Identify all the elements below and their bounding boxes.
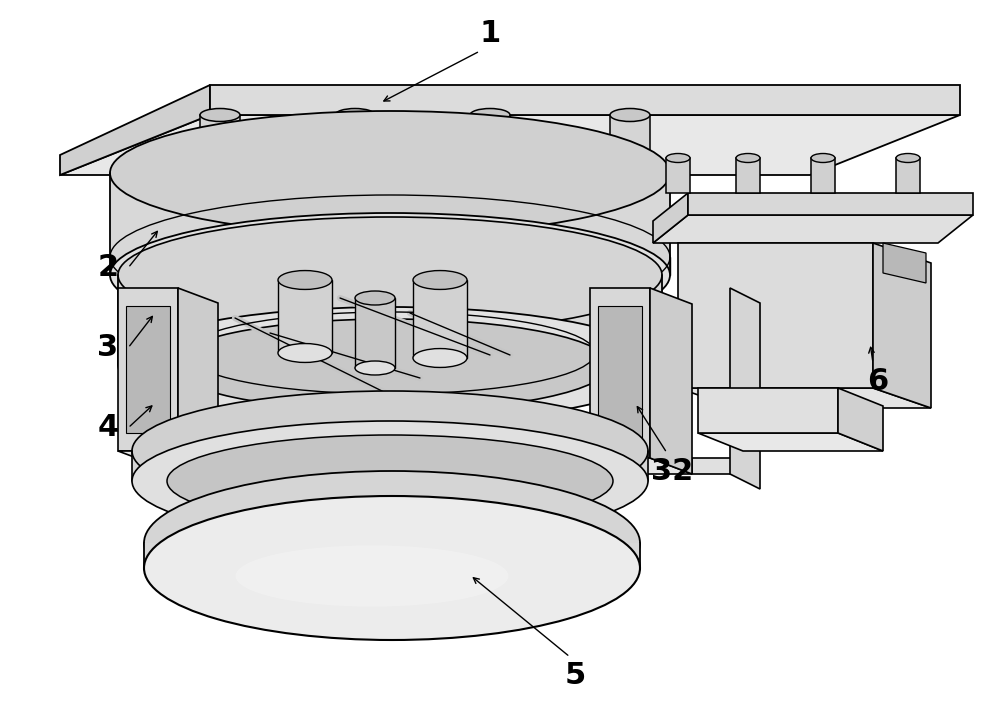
Ellipse shape [896,153,920,163]
Polygon shape [698,433,883,451]
Ellipse shape [236,545,508,607]
Ellipse shape [200,108,240,121]
Ellipse shape [335,108,375,121]
Polygon shape [178,288,218,466]
Polygon shape [678,388,931,408]
Polygon shape [730,288,760,489]
Polygon shape [610,115,650,175]
Polygon shape [60,85,210,175]
Polygon shape [126,306,170,433]
Text: 1: 1 [479,19,501,48]
Ellipse shape [118,217,662,333]
Ellipse shape [278,343,332,362]
Ellipse shape [355,361,395,375]
Polygon shape [598,306,642,440]
Ellipse shape [811,153,835,163]
Ellipse shape [144,496,640,640]
Polygon shape [811,158,835,193]
Polygon shape [653,215,973,243]
Polygon shape [470,115,510,175]
Ellipse shape [278,270,332,289]
Polygon shape [698,388,838,433]
Ellipse shape [736,153,760,163]
Polygon shape [60,115,960,175]
Polygon shape [666,158,690,193]
Ellipse shape [470,108,510,121]
Polygon shape [736,158,760,193]
Ellipse shape [132,391,648,511]
Ellipse shape [170,319,610,411]
Polygon shape [522,481,548,513]
Polygon shape [144,543,640,568]
Polygon shape [118,451,218,466]
Polygon shape [457,481,483,513]
Polygon shape [692,458,745,474]
Polygon shape [237,481,263,513]
Polygon shape [335,115,375,175]
Polygon shape [210,85,960,115]
Polygon shape [200,115,240,175]
Text: 32: 32 [651,456,693,486]
Polygon shape [118,288,178,451]
Polygon shape [590,458,692,474]
Polygon shape [132,451,648,481]
Ellipse shape [413,348,467,367]
Polygon shape [307,481,333,513]
Text: 6: 6 [867,367,889,395]
Ellipse shape [413,270,467,289]
Ellipse shape [167,435,613,527]
Text: 5: 5 [564,661,586,690]
Ellipse shape [355,291,395,305]
Ellipse shape [110,213,670,337]
Ellipse shape [200,168,240,181]
Polygon shape [838,388,883,451]
Ellipse shape [610,168,650,181]
Polygon shape [590,288,650,458]
Polygon shape [278,280,332,353]
Ellipse shape [335,168,375,181]
Polygon shape [413,280,467,358]
Polygon shape [653,193,688,243]
Polygon shape [355,298,395,368]
Ellipse shape [110,111,670,235]
Polygon shape [650,288,692,474]
Polygon shape [382,481,408,513]
Ellipse shape [132,421,648,541]
Ellipse shape [144,471,640,615]
Text: 4: 4 [97,414,119,442]
Polygon shape [883,243,926,283]
Polygon shape [118,275,662,365]
Polygon shape [678,243,873,388]
Ellipse shape [470,168,510,181]
Polygon shape [110,173,670,275]
Text: 3: 3 [97,333,119,362]
Text: 2: 2 [97,254,119,283]
Polygon shape [896,158,920,193]
Ellipse shape [118,307,662,423]
Ellipse shape [610,108,650,121]
Polygon shape [873,243,931,408]
Polygon shape [688,193,973,215]
Ellipse shape [666,153,690,163]
